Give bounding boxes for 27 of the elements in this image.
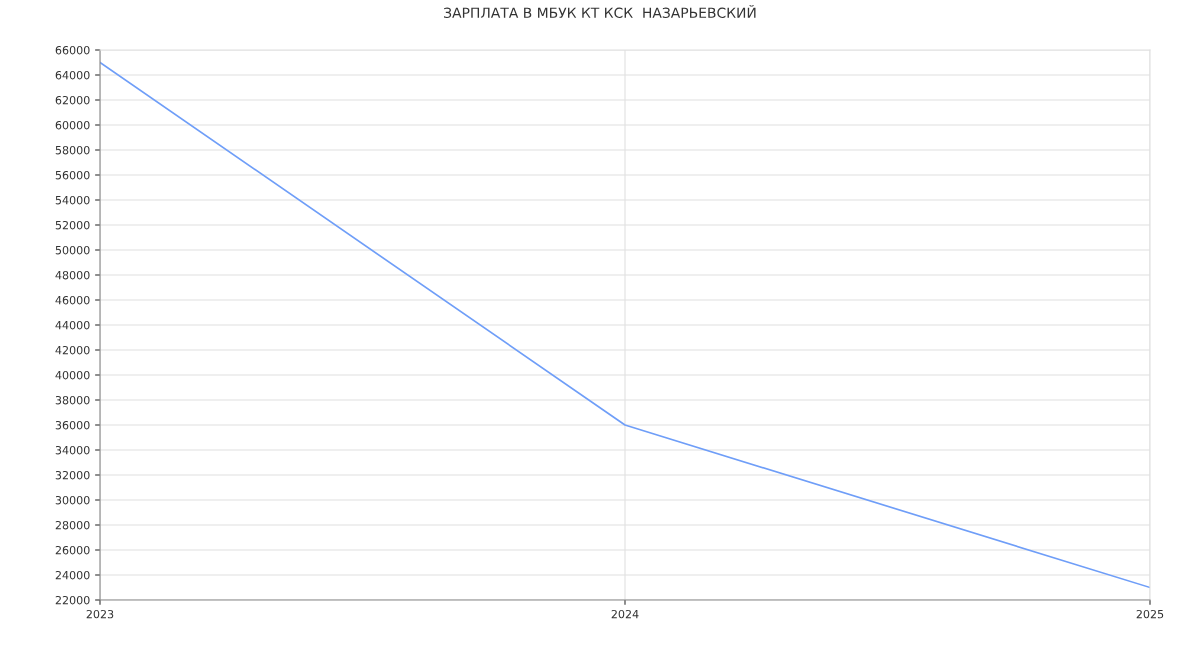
y-tick-label: 32000 [55, 470, 90, 480]
y-tick-label: 22000 [55, 595, 90, 605]
y-tick-label: 34000 [55, 445, 90, 455]
y-tick-label: 42000 [55, 345, 90, 355]
x-tick-label: 2023 [86, 609, 114, 619]
y-tick-label: 54000 [55, 195, 90, 205]
y-tick-label: 64000 [55, 70, 90, 80]
y-tick-label: 60000 [55, 120, 90, 130]
y-tick-label: 66000 [55, 45, 90, 55]
y-tick-label: 52000 [55, 220, 90, 230]
y-tick-label: 56000 [55, 170, 90, 180]
y-tick-label: 62000 [55, 95, 90, 105]
y-tick-label: 50000 [55, 245, 90, 255]
y-tick-label: 24000 [55, 570, 90, 580]
y-tick-label: 30000 [55, 495, 90, 505]
y-tick-label: 28000 [55, 520, 90, 530]
y-tick-label: 40000 [55, 370, 90, 380]
y-tick-label: 48000 [55, 270, 90, 280]
y-tick-label: 26000 [55, 545, 90, 555]
y-tick-label: 58000 [55, 145, 90, 155]
y-tick-label: 46000 [55, 295, 90, 305]
chart-title: ЗАРПЛАТА В МБУК КТ КСК НАЗАРЬЕВСКИЙ [444, 4, 756, 19]
x-tick-label: 2024 [611, 609, 639, 619]
y-tick-label: 44000 [55, 320, 90, 330]
y-tick-label: 38000 [55, 395, 90, 405]
y-tick-label: 36000 [55, 420, 90, 430]
x-tick-label: 2025 [1136, 609, 1164, 619]
